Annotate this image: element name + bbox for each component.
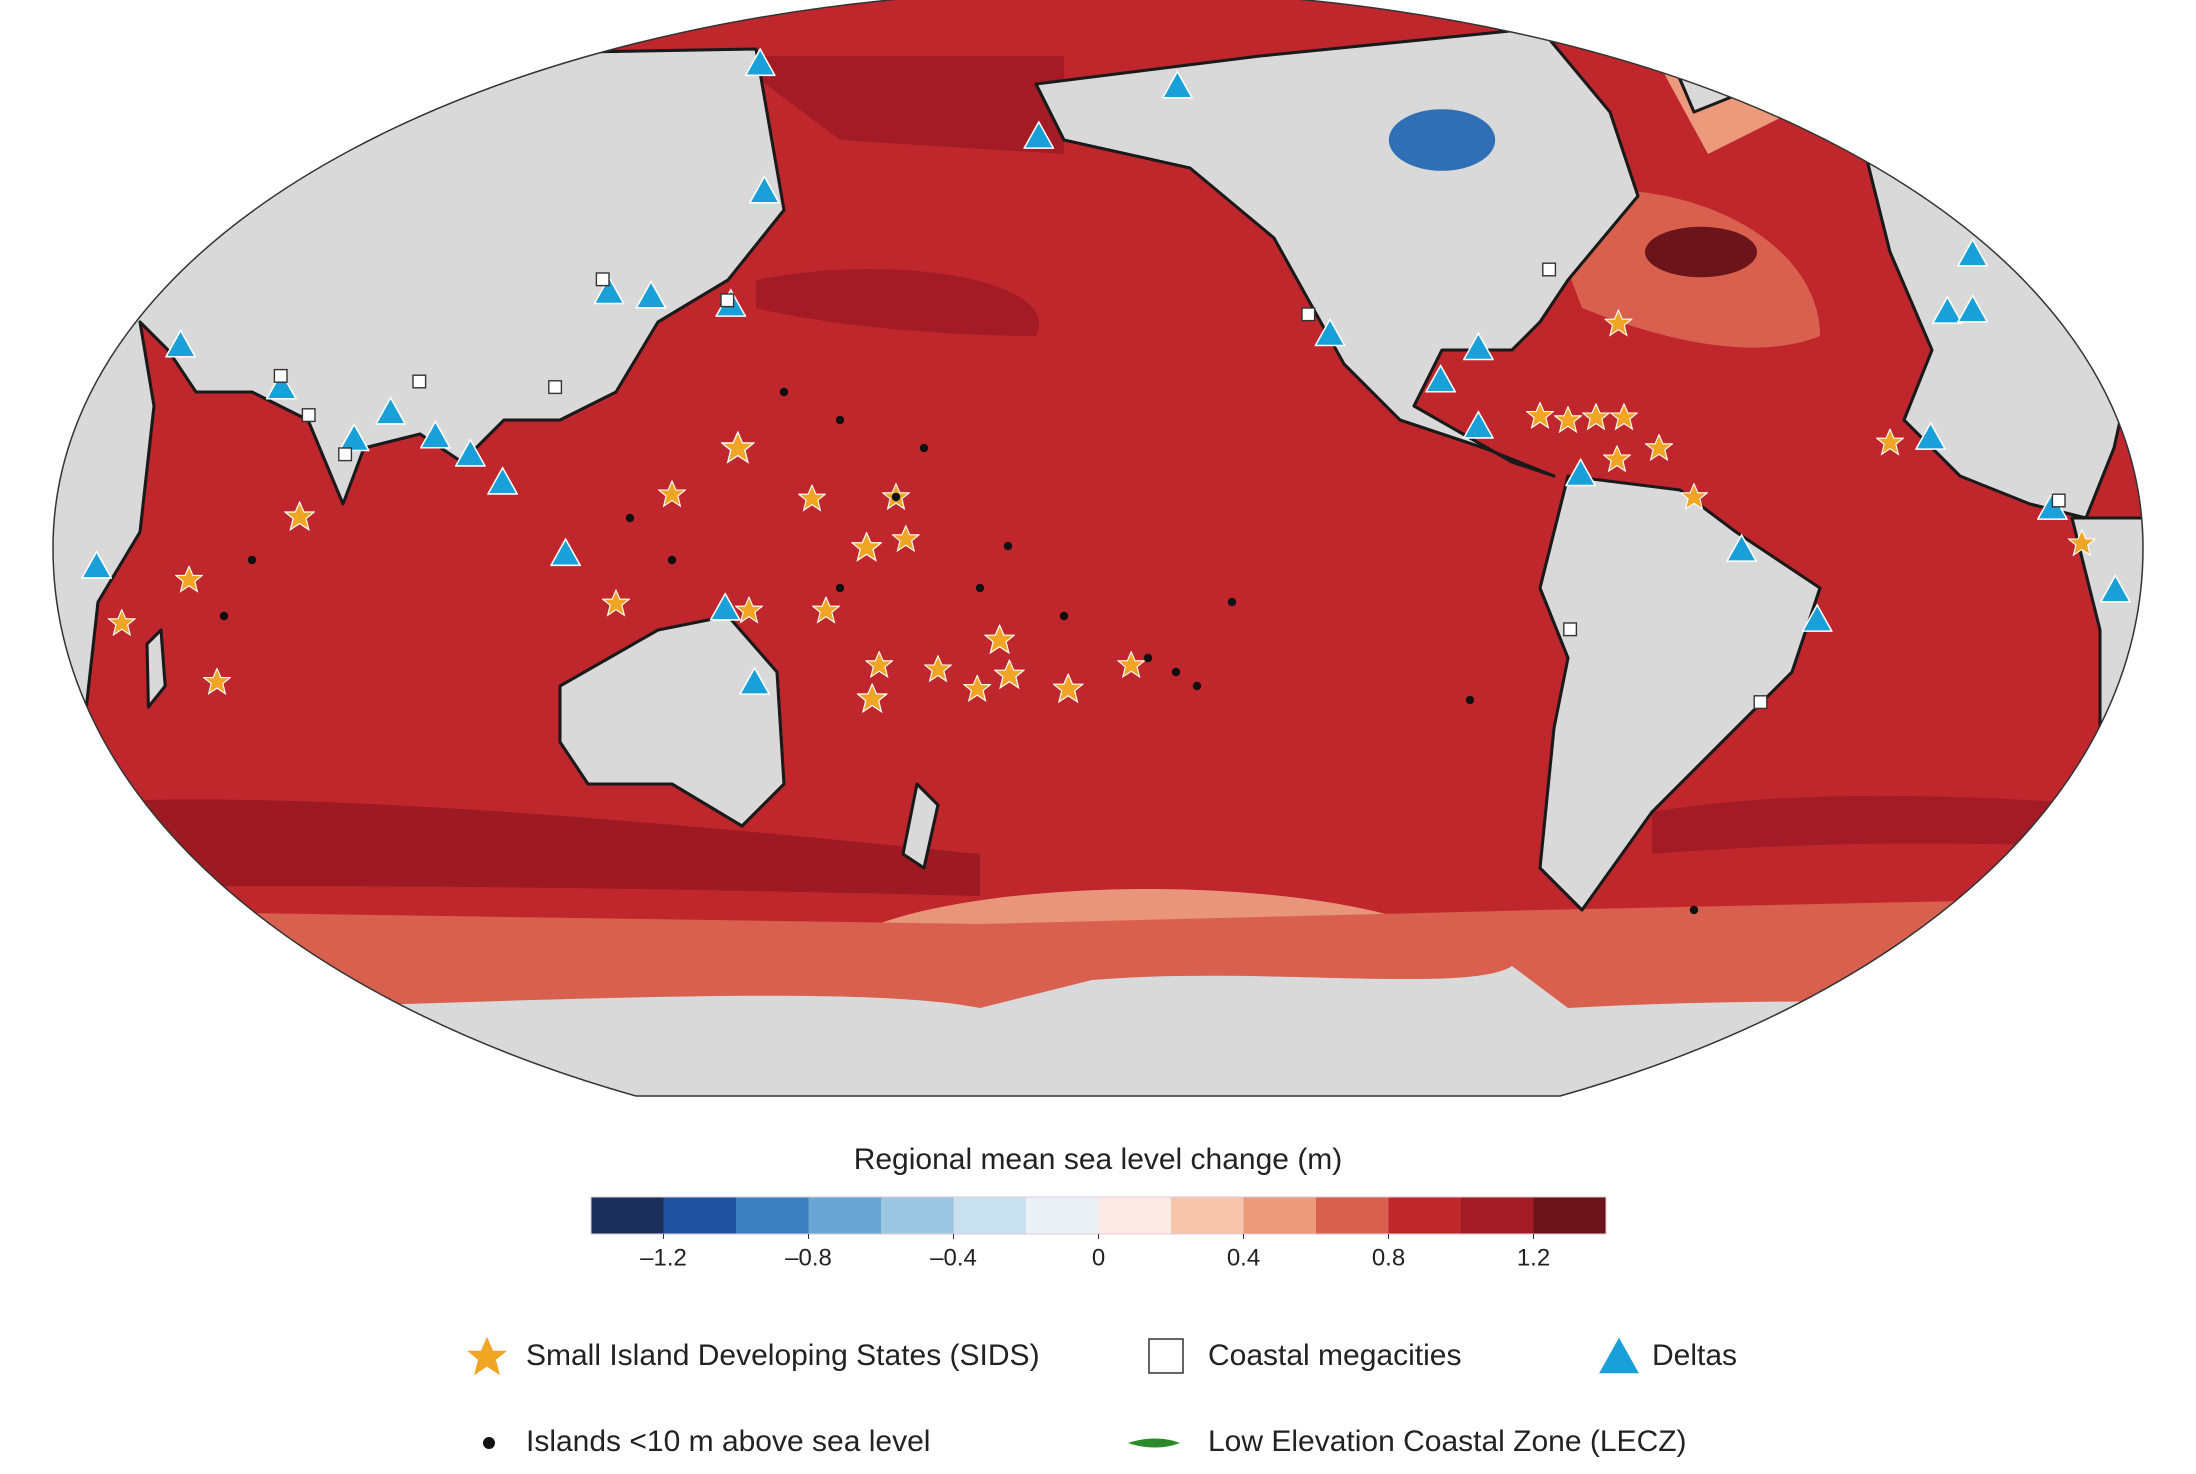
colorbar-swatch xyxy=(808,1197,882,1234)
colorbar-tick-label: –0.8 xyxy=(785,1244,832,1271)
colorbar-swatch xyxy=(1243,1197,1317,1234)
hudson-bay xyxy=(1388,109,1496,171)
antarctica xyxy=(53,965,2143,1096)
australia xyxy=(558,614,786,828)
colorbar-swatch xyxy=(1171,1197,1244,1234)
legend-star xyxy=(463,1333,511,1379)
colorbar-swatch xyxy=(1026,1197,1099,1234)
colorbar-swatch xyxy=(591,1197,664,1234)
ocean-darkest xyxy=(1645,226,1757,278)
ocean-dark xyxy=(728,56,1064,154)
new-zealand xyxy=(901,782,940,870)
ocean-dark xyxy=(53,799,980,896)
legend-label: Islands <10 m above sea level xyxy=(526,1425,930,1458)
legend: Small Island Developing States (SIDS) Co… xyxy=(463,1333,1737,1458)
colorbar-swatch xyxy=(1533,1197,1607,1234)
colorbar-swatch xyxy=(1461,1197,1534,1234)
legend-dot xyxy=(483,1437,495,1449)
colorbar-tick-label: 0.8 xyxy=(1372,1244,1405,1271)
legend-label: Small Island Developing States (SIDS) xyxy=(526,1339,1040,1372)
island-markers xyxy=(219,387,1699,915)
colorbar-tick-label: –0.4 xyxy=(930,1244,977,1271)
south-america xyxy=(1538,474,1822,912)
madagascar xyxy=(145,628,167,709)
legend-square xyxy=(1148,1338,1184,1374)
colorbar-tick-label: 1.2 xyxy=(1517,1244,1550,1271)
map-border xyxy=(52,0,2144,1097)
ocean-dark xyxy=(756,269,1040,336)
colorbar-title: Regional mean sea level change (m) xyxy=(854,1143,1343,1176)
colorbar-swatch xyxy=(663,1197,737,1234)
colorbar-swatch xyxy=(736,1197,809,1234)
colorbar-tick-label: –1.2 xyxy=(640,1244,687,1271)
colorbar-tick-label: 0.4 xyxy=(1227,1244,1260,1271)
colorbar-swatch xyxy=(1316,1197,1389,1234)
legend-lecz xyxy=(1128,1438,1180,1448)
colorbar-swatch xyxy=(953,1197,1027,1234)
colorbar-swatch xyxy=(1388,1197,1462,1234)
legend-triangle xyxy=(1596,1334,1642,1376)
map xyxy=(53,0,2143,1096)
colorbar-swatch xyxy=(881,1197,954,1234)
colorbar-swatch xyxy=(1098,1197,1172,1234)
colorbar: –1.2 –0.8 –0.4 0 0.4 0.8 1.2 xyxy=(590,1196,1607,1271)
legend-label: Coastal megacities xyxy=(1208,1339,1461,1372)
colorbar-tick-label: 0 xyxy=(1092,1244,1105,1271)
legend-label: Low Elevation Coastal Zone (LECZ) xyxy=(1208,1425,1687,1458)
legend-label: Deltas xyxy=(1652,1339,1737,1372)
